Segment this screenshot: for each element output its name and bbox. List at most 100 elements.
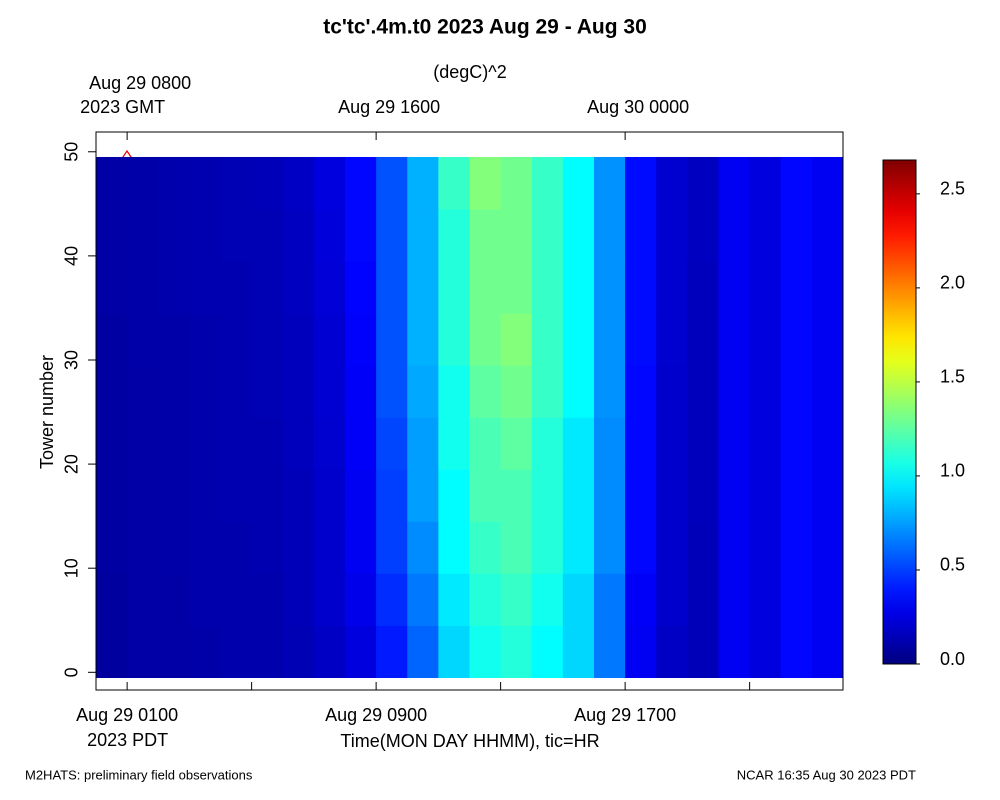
heat-cell [376,156,408,210]
heat-cell [127,521,159,574]
chart-title: tc'tc'.4m.t0 2023 Aug 29 - Aug 30 [323,16,647,39]
heat-cell [282,209,315,262]
heat-cell [96,313,128,366]
y-axis-label: Tower number [37,355,57,469]
heat-cell [313,417,346,470]
heat-cell [718,261,751,314]
heat-cell [811,365,843,418]
heat-cell [500,625,533,679]
colorbar-tick-label: 0.0 [940,649,965,669]
heat-cell [469,469,502,522]
footer-left: M2HATS: preliminary field observations [25,767,253,782]
heat-cell [376,417,408,470]
heat-cell [282,313,315,366]
heat-cell [282,156,315,210]
heat-cell [158,469,190,522]
heat-cell [96,521,128,574]
heat-cell [562,469,595,522]
heat-cell [687,521,719,574]
heat-cell [656,313,688,366]
heat-cell [407,261,439,314]
heat-cell [749,625,782,679]
heat-cell [282,573,315,626]
heat-cell [718,521,751,574]
heat-cell [313,313,346,366]
heat-cell [189,417,221,470]
heat-cell [220,417,253,470]
heat-cell [500,209,533,262]
heat-cell [656,365,688,418]
heat-cell [562,313,595,366]
heat-cell [469,625,502,679]
heat-cell [158,261,190,314]
colorbar-tick-label: 2.0 [940,273,965,293]
heat-cell [282,625,315,679]
heat-cell [625,365,657,418]
heat-cell [438,156,470,210]
heat-cell [811,156,843,210]
heat-cell [749,156,782,210]
heat-cell [562,625,595,679]
heat-cell [811,625,843,679]
heat-cell [594,417,626,470]
x-tick-label: Aug 29 0900 [325,705,427,725]
heat-cell [127,209,159,262]
heat-cell [594,625,626,679]
heat-cell [780,156,813,210]
heat-cell [562,417,595,470]
heat-cell [469,365,502,418]
heat-cell [407,469,439,522]
heat-cell [313,625,346,679]
heat-cell [158,209,190,262]
heat-cell [220,365,253,418]
heat-cell [562,521,595,574]
y-tick-label: 30 [62,350,82,370]
heat-cell [282,365,315,418]
colorbar-tick-label: 1.0 [940,461,965,481]
heat-cell [313,365,346,418]
heat-cell [500,313,533,366]
heat-cell [594,521,626,574]
heat-cell [687,209,719,262]
heat-cell [718,573,751,626]
heat-cell [687,573,719,626]
heat-cell [562,261,595,314]
heat-cell [407,417,439,470]
heat-cell [438,469,470,522]
heat-cell [376,521,408,574]
y-tick-label: 10 [62,558,82,578]
heat-cell [96,365,128,418]
heat-cell [656,469,688,522]
heat-cell [625,521,657,574]
y-tick-label: 20 [62,454,82,474]
heat-cell [811,209,843,262]
x-tick-label: Aug 29 0100 [76,705,178,725]
heat-cell [345,313,377,366]
heat-cell [251,261,284,314]
heat-cell [625,156,657,210]
heat-cell [220,573,253,626]
heat-cell [96,573,128,626]
heat-cell [127,625,159,679]
heat-cell [220,313,253,366]
heat-cell [96,156,128,210]
heat-cell [438,625,470,679]
heat-cell [96,209,128,262]
heat-cell [189,261,221,314]
heat-cell [718,156,751,210]
heat-cell [158,313,190,366]
heat-cell [220,469,253,522]
heat-cell [531,365,564,418]
heat-cell [407,521,439,574]
heat-cell [687,313,719,366]
heat-cell [345,521,377,574]
heat-cell [189,313,221,366]
heat-cell [531,261,564,314]
heat-cell [749,365,782,418]
heat-cell [96,417,128,470]
heat-cell [96,469,128,522]
heat-cell [345,625,377,679]
plot-frame [95,131,844,691]
heat-cell [220,521,253,574]
